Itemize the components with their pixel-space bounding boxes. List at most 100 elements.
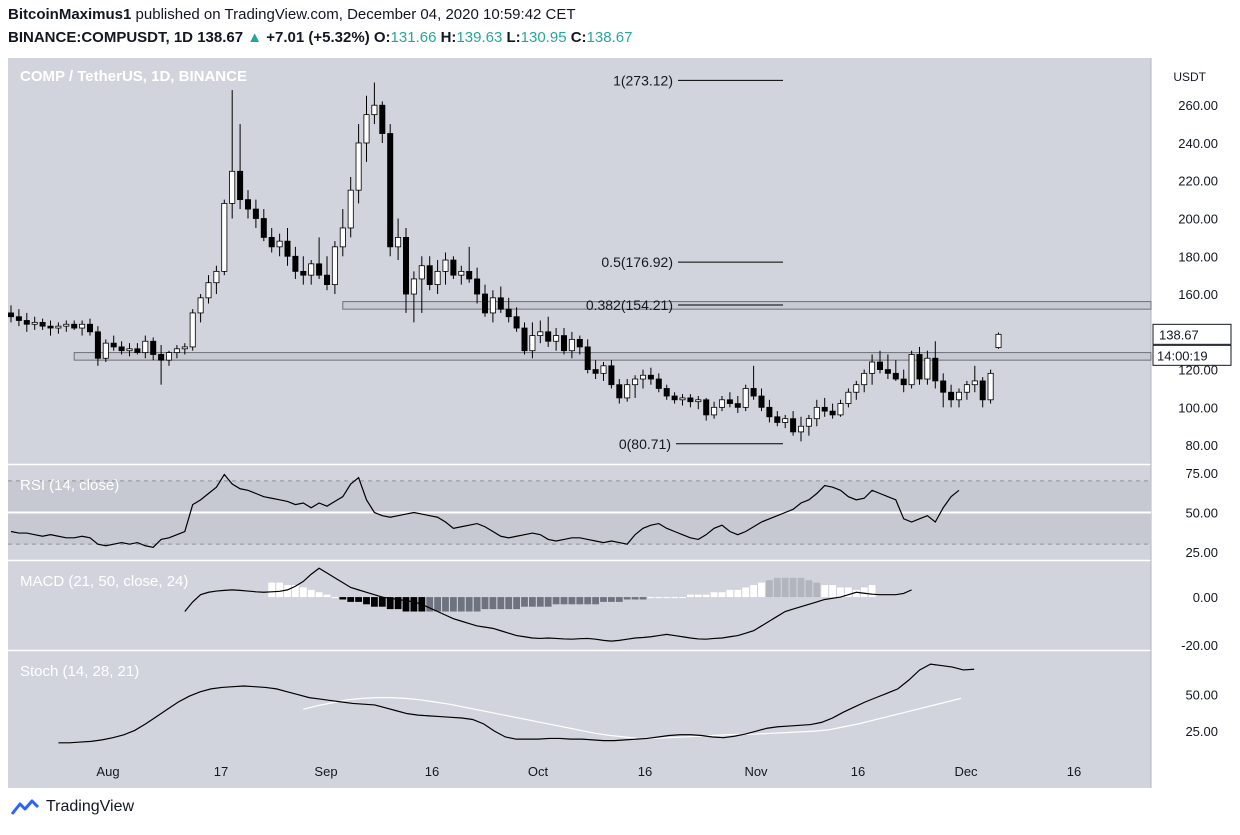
- candle-body: [71, 323, 78, 329]
- candle-body: [829, 410, 836, 416]
- candle-body: [458, 270, 465, 276]
- macd-histogram-bar: [852, 589, 860, 598]
- chart-svg[interactable]: 1(273.12) 0.5(176.92) 0.382(154.21) 0(80.71…: [7, 58, 1233, 788]
- candle-body: [971, 380, 978, 386]
- candle-body: [87, 323, 94, 333]
- last-price-tag-text: 138.67: [1159, 327, 1199, 342]
- candle-body: [892, 372, 899, 380]
- candle-body: [750, 388, 757, 397]
- macd-histogram-bar: [299, 587, 307, 598]
- candle-body: [379, 104, 386, 134]
- candle-body: [592, 369, 599, 374]
- macd-histogram-bar: [647, 597, 655, 599]
- macd-histogram-bar: [750, 585, 757, 598]
- candle-body: [402, 236, 409, 295]
- macd-histogram-bar: [600, 597, 607, 602]
- macd-histogram-bar: [513, 597, 520, 610]
- candle-body: [252, 208, 259, 219]
- time-tick-label: Aug: [96, 764, 119, 779]
- candle-body: [134, 348, 141, 353]
- candle-body: [39, 321, 46, 327]
- fib-level-label: 0(80.71): [619, 436, 671, 452]
- time-tick-label: Sep: [314, 764, 337, 779]
- candle-body: [474, 278, 481, 295]
- last-price: 138.67: [197, 29, 244, 46]
- macd-histogram-bar: [608, 597, 615, 602]
- macd-histogram-bar: [307, 589, 315, 598]
- candle-body: [7, 312, 14, 318]
- candle-body: [608, 365, 615, 386]
- time-tick-label: Nov: [744, 764, 768, 779]
- author-name[interactable]: BitcoinMaximus1: [8, 6, 132, 23]
- candle-body: [568, 338, 575, 352]
- macd-histogram-bar: [805, 580, 813, 598]
- candle-body: [719, 399, 726, 408]
- rsi-title: RSI (14, close): [20, 477, 119, 494]
- candle-body: [537, 331, 544, 336]
- open-value: 131.66: [390, 29, 437, 46]
- price-tick-label: 100.00: [1178, 400, 1218, 415]
- candle-body: [671, 395, 678, 401]
- high-label: H:: [440, 29, 457, 46]
- macd-histogram-bar: [378, 597, 386, 607]
- candle-body: [663, 388, 670, 397]
- chart-area[interactable]: 1(273.12) 0.5(176.92) 0.382(154.21) 0(80.71…: [7, 58, 1233, 788]
- macd-histogram-bar: [615, 597, 623, 602]
- price-tick-label: 220.00: [1178, 174, 1218, 189]
- candle-body: [237, 170, 244, 201]
- candle-body: [497, 297, 504, 310]
- last-price-tag: [1152, 323, 1232, 345]
- macd-histogram-bar: [789, 577, 797, 598]
- candle-body: [995, 333, 1002, 348]
- candle-body: [197, 297, 204, 314]
- candle-body: [576, 338, 583, 348]
- symbol-name: BINANCE:COMPUSDT, 1D: [8, 29, 194, 46]
- low-label: L:: [506, 29, 521, 46]
- candle-body: [142, 340, 149, 353]
- macd-histogram-bar: [631, 597, 639, 600]
- macd-histogram-bar: [829, 585, 836, 598]
- candle-body: [774, 416, 781, 423]
- macd-histogram-bar: [276, 582, 283, 598]
- macd-histogram-bar: [671, 597, 678, 599]
- candle-body: [31, 321, 38, 325]
- candle-body: [489, 297, 496, 314]
- price-tick-label: 260.00: [1178, 98, 1218, 113]
- candle-body: [821, 406, 828, 412]
- candle-body: [189, 312, 196, 348]
- published-text: published on TradingView.com, December 0…: [135, 6, 576, 23]
- macd-histogram-bar: [837, 587, 844, 598]
- candle-body: [861, 372, 868, 386]
- candle-body: [916, 354, 923, 380]
- candle-body: [118, 346, 125, 352]
- stoch-title: Stoch (14, 28, 21): [20, 663, 139, 680]
- candle-body: [221, 203, 228, 272]
- candle-body: [284, 240, 291, 257]
- time-tick-label: Oct: [528, 764, 549, 779]
- macd-title: MACD (21, 50, close, 24): [20, 573, 188, 590]
- candle-body: [300, 270, 307, 276]
- candle-body: [268, 236, 275, 248]
- macd-histogram-bar: [521, 597, 528, 607]
- candle-body: [553, 335, 560, 342]
- candle-body: [884, 369, 891, 374]
- candle-body: [181, 346, 188, 350]
- macd-histogram-bar: [473, 597, 481, 612]
- candle-body: [15, 316, 22, 321]
- macd-histogram-bar: [489, 597, 497, 610]
- macd-histogram-bar: [386, 597, 394, 610]
- candle-body: [932, 357, 939, 382]
- candle-body: [339, 227, 346, 248]
- footer-brand-text: TradingView: [46, 798, 135, 815]
- macd-histogram-bar: [584, 597, 592, 605]
- candle-body: [229, 170, 236, 204]
- rsi-line: [10, 473, 960, 548]
- candle-body: [213, 270, 220, 284]
- candle-body: [758, 395, 765, 408]
- time-tick-label: 17: [214, 764, 228, 779]
- candle-body: [450, 259, 457, 276]
- macd-histogram-bar: [773, 577, 781, 598]
- macd-histogram-bar: [860, 587, 868, 598]
- candle-body: [837, 403, 844, 416]
- candle-body: [205, 282, 212, 299]
